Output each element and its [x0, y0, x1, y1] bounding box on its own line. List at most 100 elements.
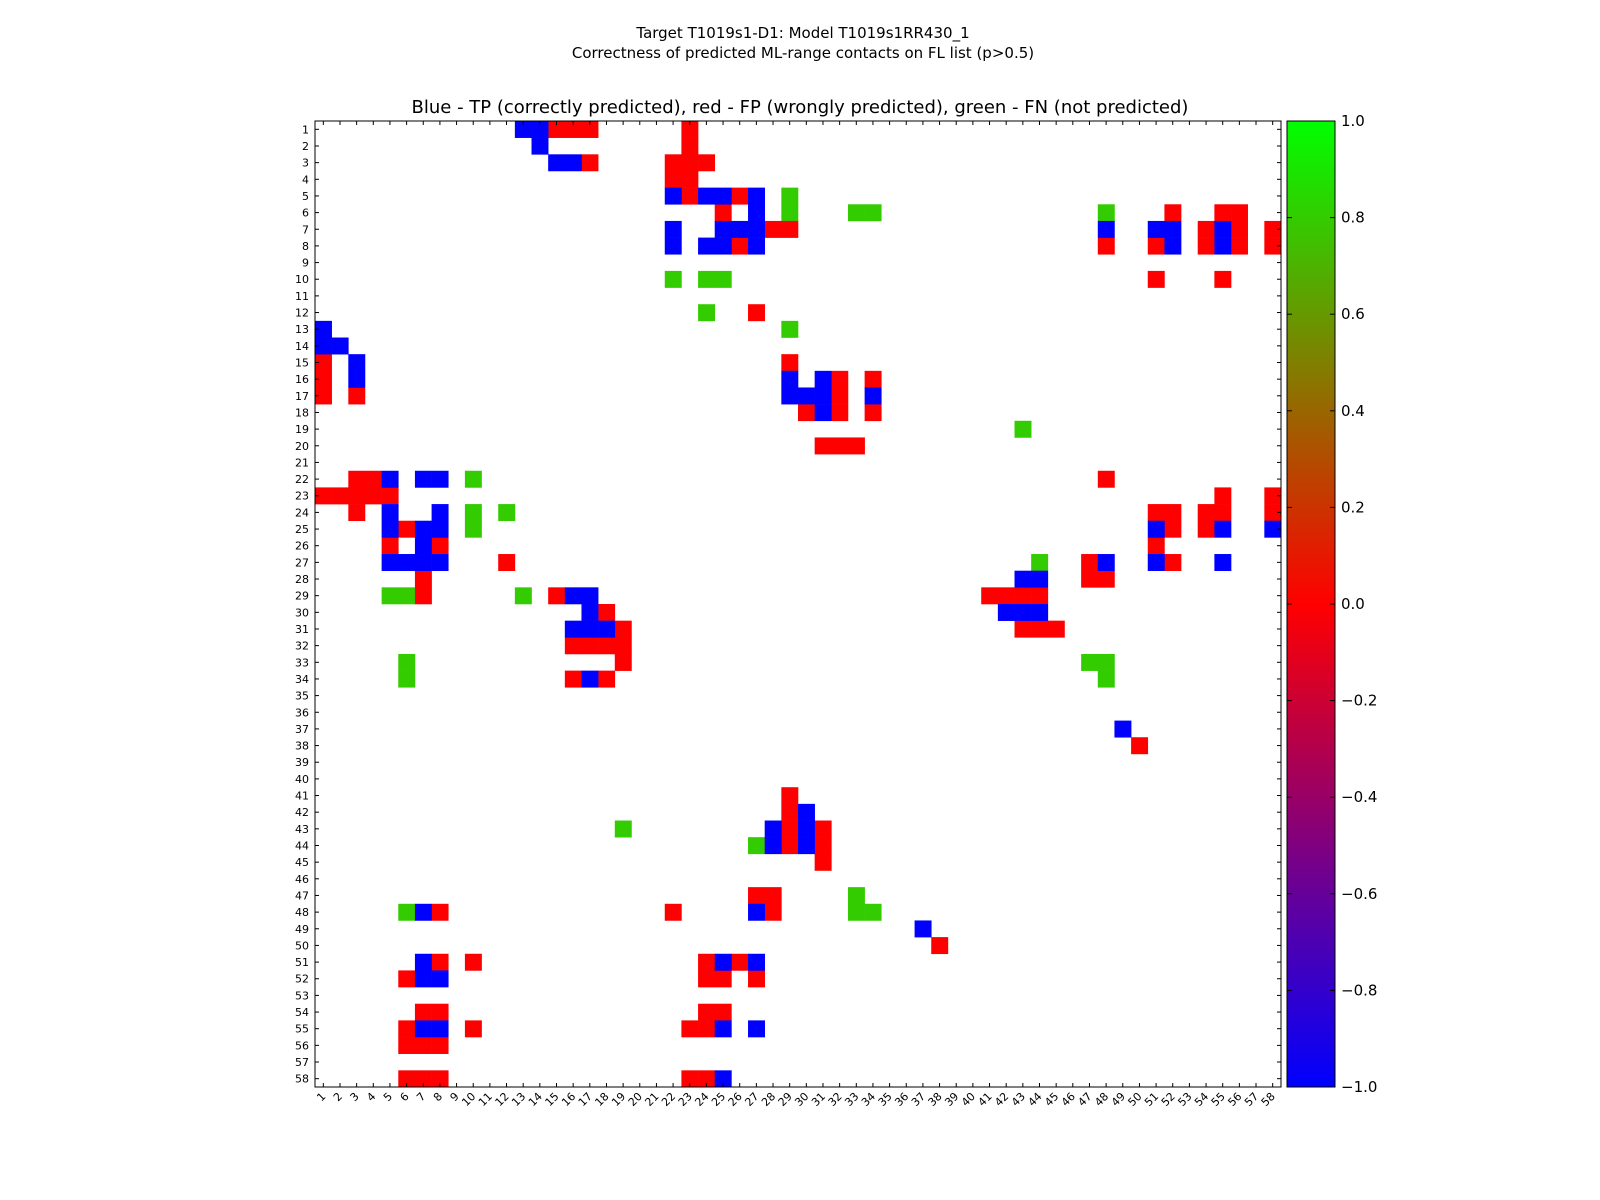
cell-fp	[814, 853, 832, 871]
colorbar-ticks: 1.0 0.8 0.6 0.4 0.2 0.0 −0.2 −0.4 −0.6 −0.8 −1.0	[1287, 112, 1377, 1096]
cell-fp	[1231, 220, 1248, 238]
cell-fp	[564, 637, 582, 655]
cell-tp	[531, 137, 549, 155]
y-tick-label: 32	[295, 640, 309, 653]
cell-fp	[814, 820, 832, 838]
cell-fn	[1081, 653, 1099, 671]
cell-tp	[564, 587, 582, 605]
cell-fp	[698, 1070, 716, 1088]
cell-tp	[414, 970, 432, 988]
cell-fp	[664, 170, 682, 188]
cell-fp	[864, 370, 882, 388]
cell-tp	[714, 953, 732, 971]
cell-tp	[1214, 520, 1232, 538]
cell-fp	[414, 1070, 432, 1088]
cell-fp	[831, 404, 849, 422]
cell-fn	[781, 320, 799, 338]
cell-tp	[1031, 570, 1049, 588]
cell-tp	[914, 920, 932, 938]
cell-tp	[514, 121, 532, 138]
cell-fp	[781, 354, 799, 372]
cell-tp	[798, 837, 815, 855]
cell-tp	[748, 953, 765, 971]
cell-fp	[847, 437, 865, 455]
colorbar-tick-label: 0.6	[1341, 305, 1365, 323]
plot-title: Blue - TP (correctly predicted), red - F…	[412, 97, 1189, 118]
cell-fp	[1097, 470, 1115, 488]
cell-tp	[431, 1020, 449, 1038]
cell-tp	[564, 154, 582, 172]
cell-fp	[731, 953, 749, 971]
figure-title-line1: Target T1019s1-D1: Model T1019s1RR430_1	[635, 24, 969, 43]
cell-fn	[664, 270, 682, 288]
cell-fp	[398, 1020, 416, 1038]
cell-tp	[1264, 520, 1282, 538]
cell-fp	[1147, 237, 1165, 255]
cell-fp	[731, 237, 749, 255]
cell-tp	[714, 187, 732, 205]
y-tick-label: 51	[295, 956, 309, 969]
x-tick-label: 2	[331, 1090, 345, 1104]
cell-fn	[398, 653, 416, 671]
cell-fn	[748, 837, 765, 855]
cell-fn	[714, 270, 732, 288]
cell-fp	[698, 1020, 716, 1038]
y-tick-label: 23	[295, 490, 309, 503]
cell-fn	[698, 304, 716, 322]
cell-fp	[315, 387, 332, 405]
cell-tp	[748, 204, 765, 222]
y-tick-label: 55	[295, 1023, 309, 1036]
cell-fp	[1264, 487, 1282, 505]
cell-fp	[681, 154, 699, 172]
cell-fp	[548, 121, 566, 138]
cell-tp	[331, 337, 349, 355]
cell-tp	[714, 237, 732, 255]
cell-fn	[1097, 204, 1115, 222]
cell-fp	[1147, 270, 1165, 288]
cell-tp	[431, 554, 449, 571]
cell-fp	[681, 1070, 699, 1088]
cell-fp	[464, 1020, 482, 1038]
cell-tp	[531, 121, 549, 138]
y-tick-label: 9	[302, 257, 309, 270]
cell-fp	[331, 487, 349, 505]
y-tick-label: 2	[302, 140, 309, 153]
cell-tp	[1164, 220, 1182, 238]
cell-tp	[748, 187, 765, 205]
cell-tp	[315, 337, 332, 355]
y-tick-label: 41	[295, 790, 309, 803]
y-tick-label: 4	[302, 173, 309, 186]
cell-fp	[814, 437, 832, 455]
y-tick-label: 8	[302, 240, 309, 253]
cell-fp	[698, 1003, 716, 1021]
colorbar-tick-label: −0.6	[1341, 885, 1377, 903]
cell-fp	[781, 820, 799, 838]
cell-tp	[1214, 237, 1232, 255]
cell-fp	[414, 1003, 432, 1021]
cell-fn	[698, 270, 716, 288]
cell-fp	[348, 504, 366, 522]
y-tick-label: 28	[295, 573, 309, 586]
y-tick-label: 16	[295, 373, 309, 386]
y-tick-label: 42	[295, 806, 309, 819]
y-tick-label: 33	[295, 656, 309, 669]
cell-fn	[781, 187, 799, 205]
cell-fp	[681, 170, 699, 188]
colorbar-tick-label: 0.8	[1341, 209, 1365, 227]
cell-tp	[781, 370, 799, 388]
cell-fp	[1264, 237, 1282, 255]
cell-fp	[1264, 220, 1282, 238]
cell-fp	[381, 487, 399, 505]
cell-fp	[781, 803, 799, 821]
y-tick-label: 10	[295, 273, 309, 286]
cell-fp	[431, 953, 449, 971]
cell-tp	[315, 320, 332, 338]
y-tick-label: 36	[295, 706, 309, 719]
cell-tp	[1214, 220, 1232, 238]
cell-fp	[831, 370, 849, 388]
cell-fp	[748, 887, 765, 905]
cell-tp	[1214, 554, 1232, 571]
cell-fn	[1014, 420, 1032, 438]
cell-fn	[847, 903, 865, 921]
cell-tp	[381, 470, 399, 488]
